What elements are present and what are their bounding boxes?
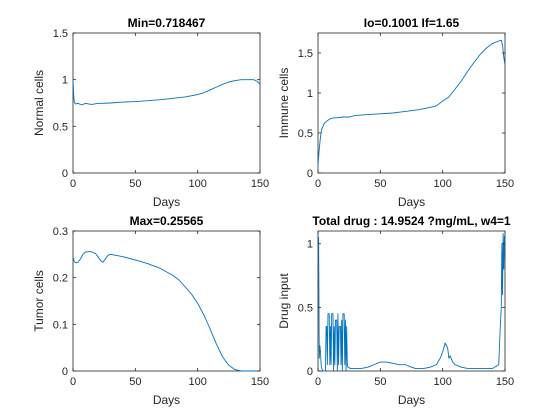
x-tick-label-1-1: 50 xyxy=(129,178,141,190)
x-axis-label-1: Days xyxy=(153,195,180,209)
subplot-1: 0 50 100 150 0 0.5 1 1.5 Min=0.718467 Days Normal … xyxy=(32,16,269,209)
y-tick-label-1-2: 1 xyxy=(62,75,68,87)
x-tick-label-3-3: 150 xyxy=(251,376,269,388)
subplot-2: 0 50 100 150 0 0.5 1 1.5 Io=0.1001 If=1.65 Days Im… xyxy=(277,16,514,209)
chart-title-4: Total drug : 14.9524 ?mg/mL, w4=1 xyxy=(312,214,510,228)
x-axis-label-3: Days xyxy=(153,393,180,407)
y-tick-label-2-1: 0.5 xyxy=(298,128,313,140)
y-tick-label-4-0: 0 xyxy=(307,366,313,378)
x-tick-label-1-2: 100 xyxy=(188,178,206,190)
y-tick-label-3-3: 0.3 xyxy=(53,226,68,238)
x-tick-label-1-0: 0 xyxy=(70,178,76,190)
x-tick-label-4-0: 0 xyxy=(315,376,321,388)
x-tick-label-4-1: 50 xyxy=(374,376,386,388)
axes-box-2 xyxy=(317,32,506,174)
axes-box-4 xyxy=(317,230,506,372)
y-tick-label-1-3: 1.5 xyxy=(53,28,68,40)
subplot-4: 0 50 100 150 0 0.5 1 Total drug : 14.9524 ?mg/m… xyxy=(277,214,514,407)
y-axis-label-1: Normal cells xyxy=(32,70,46,136)
x-tick-label-4-3: 150 xyxy=(496,376,514,388)
y-tick-label-2-3: 1.5 xyxy=(298,48,313,60)
y-tick-label-4-2: 1 xyxy=(307,239,313,251)
y-tick-label-2-0: 0 xyxy=(307,168,313,180)
y-axis-label-2: Immune cells xyxy=(277,68,291,139)
y-tick-label-4-1: 0.5 xyxy=(298,302,313,314)
y-tick-label-2-2: 1 xyxy=(307,88,313,100)
y-tick-label-1-1: 0.5 xyxy=(53,121,68,133)
subplot-3: 0 50 100 150 0 0.1 0.2 0.3 Max=0.25565 Days Tumor … xyxy=(32,214,269,407)
y-axis-label-4: Drug input xyxy=(277,273,291,329)
x-tick-label-3-2: 100 xyxy=(188,376,206,388)
x-axis-label-2: Days xyxy=(398,195,425,209)
chart-title-1: Min=0.718467 xyxy=(128,16,206,30)
x-tick-label-2-1: 50 xyxy=(374,178,386,190)
series-line-4-1 xyxy=(318,233,506,372)
chart-title-2: Io=0.1001 If=1.65 xyxy=(364,16,460,30)
y-axis-label-3: Tumor cells xyxy=(32,270,46,332)
y-tick-label-3-1: 0.1 xyxy=(53,319,68,331)
x-tick-label-2-0: 0 xyxy=(315,178,321,190)
x-tick-label-4-2: 100 xyxy=(433,376,451,388)
series-line-1-1 xyxy=(72,79,261,106)
x-tick-label-2-3: 150 xyxy=(496,178,514,190)
x-tick-label-2-2: 100 xyxy=(433,178,451,190)
y-tick-label-3-0: 0 xyxy=(62,366,68,378)
series-line-2-1 xyxy=(317,39,506,166)
x-tick-label-3-1: 50 xyxy=(129,376,141,388)
x-axis-label-4: Days xyxy=(398,393,425,407)
chart-title-3: Max=0.25565 xyxy=(130,214,204,228)
x-tick-label-3-0: 0 xyxy=(70,376,76,388)
x-tick-label-1-3: 150 xyxy=(251,178,269,190)
y-tick-label-3-2: 0.2 xyxy=(53,273,68,285)
series-line-3-1 xyxy=(72,251,260,372)
y-tick-label-1-0: 0 xyxy=(62,168,68,180)
axes-box-3 xyxy=(72,230,261,372)
